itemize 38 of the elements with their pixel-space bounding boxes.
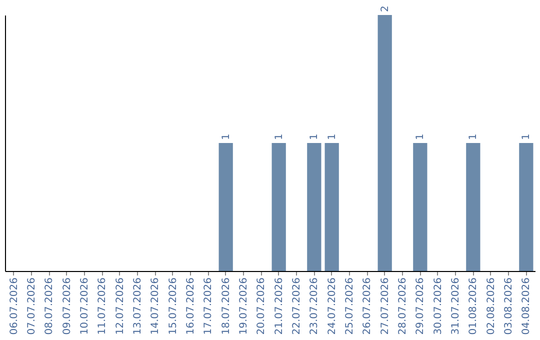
x-tick-label: 18.07.2026 [220,278,232,335]
data-label: 1 [521,134,532,140]
x-tick-label: 02.08.2026 [486,278,497,335]
x-tick-label: 23.07.2026 [309,278,320,335]
x-tick-label: 11.07.2026 [97,278,108,335]
data-label: 1 [326,134,338,140]
x-tick-label: 15.07.2026 [168,278,179,335]
x-tick-label: 08.07.2026 [44,278,56,335]
x-tick-label: 27.07.2026 [380,278,391,335]
x-tick-label: 20.07.2026 [256,278,268,335]
x-tick-label: 24.07.2026 [326,278,338,335]
x-tick-label: 07.07.2026 [26,278,38,335]
x-tick-label: 17.07.2026 [203,278,214,335]
x-tick-label: 29.07.2026 [415,278,426,335]
x-tick-label: 22.07.2026 [292,278,302,335]
data-label: 1 [309,134,320,140]
x-tick-label: 19.07.2026 [238,278,250,335]
data-label: 1 [220,134,232,140]
x-tick-label: 25.07.2026 [344,278,356,335]
x-tick-label: 14.07.2026 [150,278,162,335]
data-label: 1 [468,134,480,140]
data-label: 2 [380,6,391,12]
x-tick-label: 26.07.2026 [362,278,374,335]
x-tick-label: 13.07.2026 [132,278,144,335]
x-tick-label: 06.07.2026 [8,278,20,335]
x-tick-label: 21.07.2026 [274,278,285,335]
data-label: 1 [274,134,285,140]
x-tick-label: 31.07.2026 [450,278,462,335]
x-tick-label: 10.07.2026 [80,278,90,335]
x-tick-label: 12.07.2026 [114,278,126,335]
x-tick-label: 30.07.2026 [432,278,444,335]
x-tick-label: 03.08.2026 [504,278,514,335]
x-tick-label: 28.07.2026 [398,278,408,335]
x-tick-label: 01.08.2026 [468,278,480,335]
x-tick-label: 09.07.2026 [62,278,73,335]
x-tick-label: 16.07.2026 [186,278,196,335]
x-tick-label: 04.08.2026 [521,278,532,335]
data-label: 1 [415,134,426,140]
